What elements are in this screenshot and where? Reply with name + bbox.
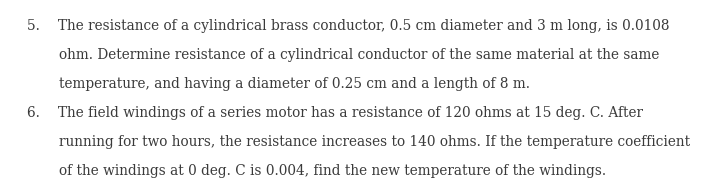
Text: of the windings at 0 deg. C is 0.004, find the new temperature of the windings.: of the windings at 0 deg. C is 0.004, fi… — [59, 164, 606, 178]
Text: ohm. Determine resistance of a cylindrical conductor of the same material at the: ohm. Determine resistance of a cylindric… — [59, 48, 660, 62]
Text: running for two hours, the resistance increases to 140 ohms. If the temperature : running for two hours, the resistance in… — [59, 135, 690, 149]
Text: temperature, and having a diameter of 0.25 cm and a length of 8 m.: temperature, and having a diameter of 0.… — [59, 77, 530, 91]
Text: 6.  The field windings of a series motor has a resistance of 120 ohms at 15 deg.: 6. The field windings of a series motor … — [27, 106, 644, 120]
Text: 5.  The resistance of a cylindrical brass conductor, 0.5 cm diameter and 3 m lon: 5. The resistance of a cylindrical brass… — [27, 19, 670, 33]
